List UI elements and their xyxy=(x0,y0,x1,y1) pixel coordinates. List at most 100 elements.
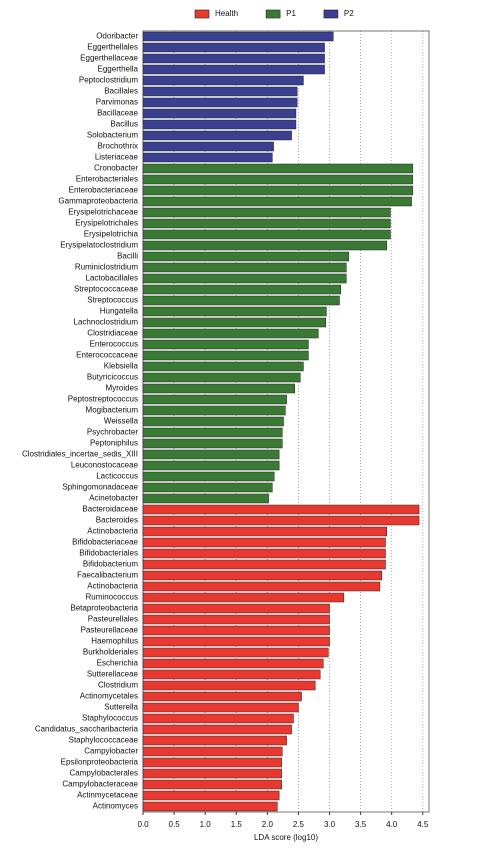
legend-label: P2 xyxy=(344,9,354,18)
y-tick-label: Ruminiclostridium xyxy=(75,263,138,272)
y-tick-label: Erysipelatoclostridium xyxy=(60,241,138,250)
bar xyxy=(142,207,391,218)
y-tick-label: Mogibacterium xyxy=(86,406,139,415)
bar xyxy=(142,493,269,504)
bar xyxy=(142,119,297,130)
y-tick-label: Enterococcaceae xyxy=(76,351,138,360)
bar xyxy=(142,504,420,515)
bar xyxy=(142,537,386,548)
bar xyxy=(142,680,316,691)
y-tick-label: Enterococcus xyxy=(90,340,138,349)
y-tick-label: Bifidobacterium xyxy=(83,560,138,569)
bar xyxy=(142,229,391,240)
bar xyxy=(142,141,274,152)
bar xyxy=(142,625,330,636)
y-tick-label: Candidatus_saccharibacteria xyxy=(35,725,139,734)
bar xyxy=(142,559,386,570)
bar xyxy=(142,603,330,614)
bar xyxy=(142,416,284,427)
y-tick-label: Erysipelotrichaceae xyxy=(68,208,138,217)
bar xyxy=(142,339,309,350)
bar xyxy=(142,658,324,669)
y-tick-label: Campylobacter xyxy=(84,747,138,756)
bar xyxy=(142,53,325,64)
y-tick-label: Faecalibacterium xyxy=(77,571,138,580)
bar xyxy=(142,196,412,207)
bar xyxy=(142,262,347,273)
bar xyxy=(142,757,282,768)
y-tick-label: Klebsiella xyxy=(104,362,139,371)
bar xyxy=(142,801,278,812)
bar xyxy=(142,86,298,97)
y-tick-label: Bacteroides xyxy=(96,516,138,525)
bar xyxy=(142,317,327,328)
bar xyxy=(142,75,304,86)
y-tick-label: Peptoniphilus xyxy=(90,439,138,448)
y-tick-label: Enterobacteriaceae xyxy=(69,186,139,195)
x-tick-label: 3.5 xyxy=(355,820,367,829)
x-tick-label: 1.5 xyxy=(231,820,243,829)
bar xyxy=(142,350,309,361)
y-tick-label: Actinobacteria xyxy=(87,582,138,591)
y-tick-label: Bacillaceae xyxy=(97,109,138,118)
y-tick-label: Campylobacterales xyxy=(70,769,138,778)
bar xyxy=(142,361,304,372)
y-tick-label: Haemophilus xyxy=(91,637,138,646)
y-tick-label: Burkholderiales xyxy=(83,648,138,657)
y-tick-label: Listeriaceae xyxy=(95,153,139,162)
bar xyxy=(142,471,275,482)
y-tick-label: Brochothrix xyxy=(98,142,138,151)
bar xyxy=(142,372,301,383)
bar xyxy=(142,614,330,625)
y-tick-label: Lachnoclostridium xyxy=(74,318,139,327)
x-tick-label: 0.0 xyxy=(137,820,149,829)
bar xyxy=(142,548,386,559)
bar xyxy=(142,581,381,592)
bar xyxy=(142,592,345,603)
y-tick-label: Peptostreptococcus xyxy=(68,395,138,404)
y-tick-label: Psychrobacter xyxy=(87,428,138,437)
y-tick-label: Hungatella xyxy=(100,307,139,316)
y-tick-label: Clostridiaceae xyxy=(87,329,138,338)
x-axis-title: LDA score (log10) xyxy=(254,833,318,842)
y-tick-label: Actinobacteria xyxy=(87,527,138,536)
bar xyxy=(142,438,283,449)
legend-label: P1 xyxy=(286,9,296,18)
bar xyxy=(142,702,299,713)
y-tick-label: Peptoclostridium xyxy=(79,76,138,85)
legend-label: Health xyxy=(215,9,238,18)
y-tick-label: Bacillales xyxy=(104,87,138,96)
bar xyxy=(142,460,280,471)
legend-swatch xyxy=(323,9,339,19)
x-tick-label: 0.5 xyxy=(169,820,181,829)
legend-swatch xyxy=(194,9,210,19)
y-tick-label: Sphingomonadaceae xyxy=(62,483,138,492)
x-tick-label: 1.0 xyxy=(200,820,212,829)
y-tick-label: Lactobacillales xyxy=(86,274,138,283)
y-tick-label: Bifidobacteriaceae xyxy=(72,538,138,547)
bar xyxy=(142,647,329,658)
bar xyxy=(142,746,283,757)
y-tick-label: Escherichia xyxy=(97,659,139,668)
bar xyxy=(142,328,319,339)
bar xyxy=(142,31,334,42)
bar xyxy=(142,306,327,317)
bar xyxy=(142,42,325,53)
bar xyxy=(142,779,282,790)
bar xyxy=(142,383,295,394)
y-tick-label: Eggerthella xyxy=(98,65,139,74)
y-tick-label: Epsilonproteobacteria xyxy=(61,758,139,767)
y-tick-label: Pasteurellaceae xyxy=(81,626,139,635)
y-tick-label: Odoribacter xyxy=(96,32,138,41)
bar xyxy=(142,284,341,295)
x-tick-label: 3.0 xyxy=(324,820,336,829)
x-tick-label: 2.0 xyxy=(262,820,274,829)
bar xyxy=(142,130,292,141)
y-tick-label: Enterobacteriales xyxy=(76,175,138,184)
y-tick-label: Actinomycetales xyxy=(80,692,138,701)
bar xyxy=(142,768,282,779)
y-tick-label: Clostridiales_incertae_sedis_XIII xyxy=(22,450,138,459)
bar xyxy=(142,108,297,119)
bar xyxy=(142,713,294,724)
bar xyxy=(142,251,350,262)
